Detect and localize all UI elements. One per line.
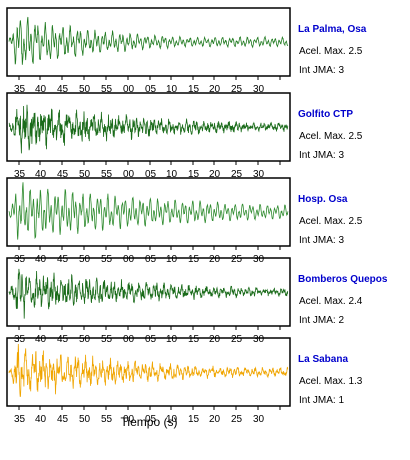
x-tick-label: 10	[166, 334, 178, 345]
x-tick-label: 30	[253, 84, 265, 95]
jma-intensity: Int JMA: 2	[299, 315, 345, 326]
station-name: Golfito CTP	[298, 109, 353, 120]
max-acceleration: Acel. Max. 2.5	[299, 216, 363, 227]
x-tick-label: 55	[101, 169, 113, 180]
max-acceleration: Acel. Max. 2.4	[299, 296, 363, 307]
x-tick-label: 15	[188, 334, 200, 345]
panels-layer: 35 40 45 50 55 00 05 10 15 20 25 30 35 40 45 50 55 00 05 10…	[6, 7, 291, 425]
jma-intensity: Int JMA: 3	[299, 150, 345, 161]
station-name: Bomberos Quepos	[298, 274, 388, 285]
waveform-line	[8, 343, 289, 398]
x-tick-label: 25	[231, 84, 243, 95]
panel-2: 35 40 45 50 55 00 05 10 15 20 25 30	[6, 92, 291, 180]
x-tick-label: 40	[35, 414, 47, 425]
x-tick-label: 00	[123, 334, 135, 345]
x-tick-label: 30	[253, 334, 265, 345]
x-tick-label: 25	[231, 334, 243, 345]
x-tick-label: 20	[209, 254, 221, 265]
x-tick-label: 25	[231, 254, 243, 265]
x-tick-label: 10	[166, 84, 178, 95]
x-tick-label: 10	[166, 414, 178, 425]
x-tick-label: 00	[123, 414, 135, 425]
x-tick-label: 15	[188, 254, 200, 265]
x-tick-label: 45	[57, 334, 69, 345]
panel-1: 35 40 45 50 55 00 05 10 15 20 25 30	[6, 7, 291, 95]
x-tick-label: 55	[101, 334, 113, 345]
panel-frame	[6, 92, 291, 162]
x-tick-label: 20	[209, 84, 221, 95]
x-tick-label: 55	[101, 84, 113, 95]
waveform-line	[8, 268, 289, 319]
x-tick-label: 45	[57, 84, 69, 95]
x-tick-label: 05	[145, 84, 157, 95]
x-tick-label: 40	[35, 169, 47, 180]
x-tick-label: 55	[101, 414, 113, 425]
x-tick-label: 40	[35, 254, 47, 265]
x-tick-label: 05	[145, 414, 157, 425]
x-tick-label: 00	[123, 169, 135, 180]
max-acceleration: Acel. Max. 2.5	[299, 46, 363, 57]
panel-frame	[6, 177, 291, 247]
x-tick-label: 40	[35, 334, 47, 345]
x-tick-label: 50	[79, 169, 91, 180]
station-name: La Sabana	[298, 354, 349, 365]
x-tick-label: 30	[253, 169, 265, 180]
x-tick-label: 05	[145, 254, 157, 265]
waveform-line	[8, 182, 289, 240]
x-tick-label: 50	[79, 414, 91, 425]
x-tick-label: 15	[188, 414, 200, 425]
waveform-line	[8, 104, 289, 154]
panel-frame	[6, 337, 291, 407]
x-tick-label: 15	[188, 169, 200, 180]
x-tick-label: 10	[166, 169, 178, 180]
x-tick-label: 35	[14, 254, 26, 265]
x-tick-label: 45	[57, 414, 69, 425]
waveform-line	[8, 16, 289, 65]
panel-3: 35 40 45 50 55 00 05 10 15 20 25 30	[6, 177, 291, 265]
x-tick-label: 00	[123, 84, 135, 95]
station-name: La Palma, Osa	[298, 24, 367, 35]
x-tick-label: 50	[79, 334, 91, 345]
x-tick-label: 25	[231, 169, 243, 180]
jma-intensity: Int JMA: 3	[299, 65, 345, 76]
x-axis-label: Tiempo (s)	[121, 415, 178, 429]
x-tick-label: 50	[79, 84, 91, 95]
x-tick-label: 00	[123, 254, 135, 265]
x-tick-label: 40	[35, 84, 47, 95]
x-tick-label: 20	[209, 414, 221, 425]
panel-4: 35 40 45 50 55 00 05 10 15 20 25 30	[6, 257, 291, 345]
max-acceleration: Acel. Max. 1.3	[299, 376, 363, 387]
x-tick-label: 05	[145, 169, 157, 180]
x-tick-label: 20	[209, 169, 221, 180]
x-tick-label: 50	[79, 254, 91, 265]
x-tick-label: 30	[253, 254, 265, 265]
x-tick-label: 45	[57, 169, 69, 180]
panel-frame	[6, 7, 291, 77]
panel-5: 35 40 45 50 55 00 05 10 15 20 25 30	[6, 337, 291, 425]
x-tick-label: 15	[188, 84, 200, 95]
x-tick-label: 10	[166, 254, 178, 265]
jma-intensity: Int JMA: 3	[299, 235, 345, 246]
x-tick-label: 35	[14, 169, 26, 180]
x-tick-label: 35	[14, 414, 26, 425]
x-tick-label: 30	[253, 414, 265, 425]
x-tick-label: 55	[101, 254, 113, 265]
panel-frame	[6, 257, 291, 327]
x-tick-label: 05	[145, 334, 157, 345]
x-tick-label: 45	[57, 254, 69, 265]
max-acceleration: Acel. Max. 2.5	[299, 131, 363, 142]
x-tick-label: 25	[231, 414, 243, 425]
x-tick-label: 20	[209, 334, 221, 345]
x-tick-label: 35	[14, 84, 26, 95]
x-tick-label: 35	[14, 334, 26, 345]
jma-intensity: Int JMA: 1	[299, 395, 345, 406]
station-name: Hosp. Osa	[298, 194, 348, 205]
